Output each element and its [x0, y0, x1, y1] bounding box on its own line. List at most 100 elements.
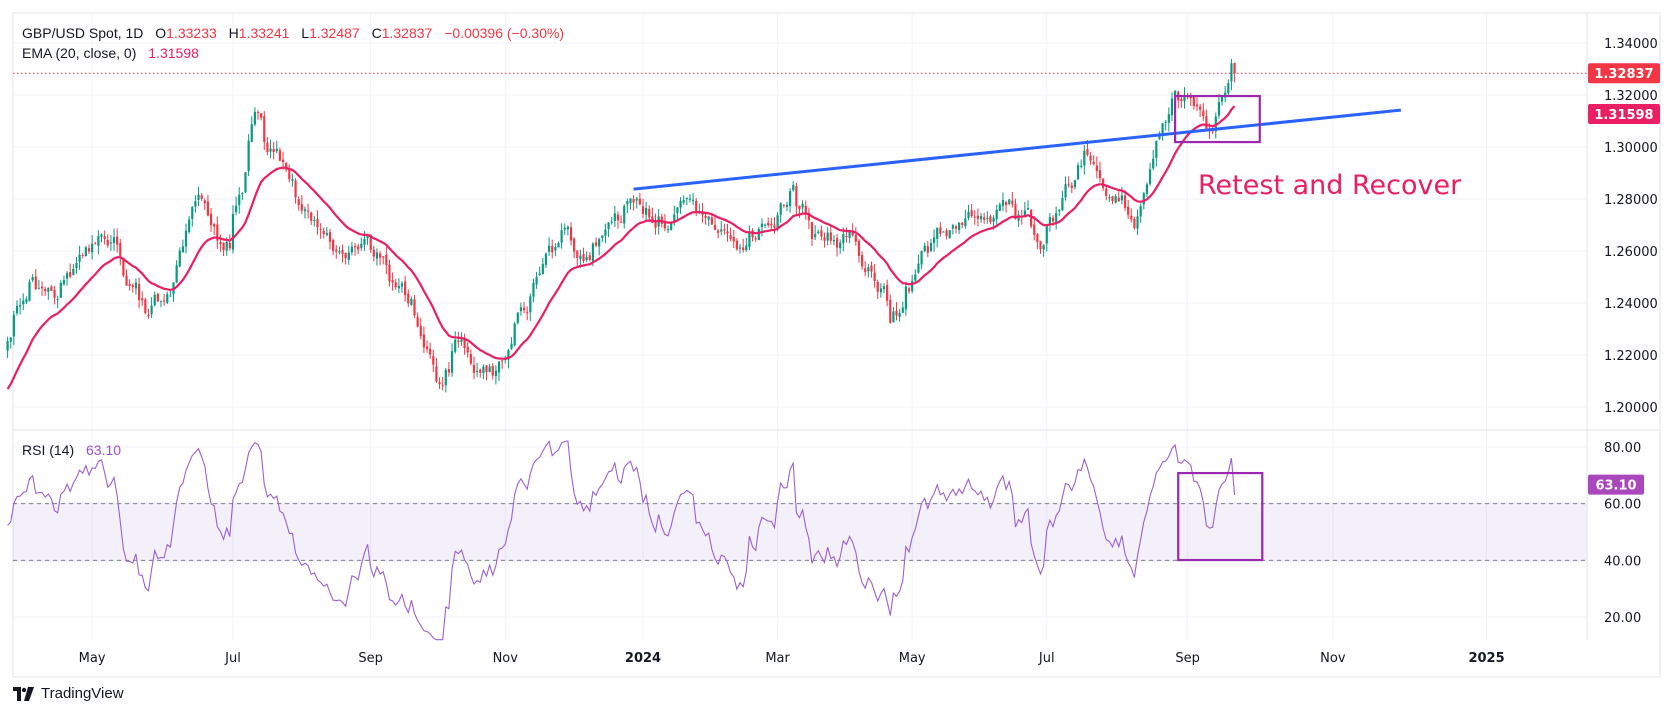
candle-body [137, 283, 141, 300]
candle-body [1233, 62, 1236, 74]
candle-body [814, 234, 817, 238]
candle-body [942, 231, 945, 233]
candle-body [767, 222, 770, 226]
candle-body [469, 354, 472, 364]
rsi-legend[interactable]: RSI (14) 63.10 [22, 442, 121, 458]
candle-body [159, 300, 163, 302]
candle-body [792, 184, 795, 191]
candle-body [65, 273, 69, 279]
candle-body [845, 235, 848, 237]
tradingview-logo[interactable]: TradingView [13, 685, 124, 702]
candle-body [870, 265, 873, 272]
candle-body [1220, 95, 1224, 102]
candle-body [163, 300, 166, 302]
candle-body [932, 237, 936, 243]
candle-body [773, 225, 776, 228]
candle-body [861, 255, 864, 267]
candle-body [976, 215, 980, 219]
candle-body [222, 242, 225, 251]
candle-body [131, 285, 134, 288]
candle-body [1227, 83, 1230, 94]
time-tick-label: Jul [224, 651, 241, 666]
candle-body [1055, 213, 1058, 223]
candle-body [898, 312, 901, 317]
time-tick-label: May [79, 651, 106, 666]
candle-body [228, 242, 231, 249]
candle-body [585, 256, 588, 260]
candle-body [751, 230, 754, 238]
rsi-badge: 63.10 [1588, 474, 1644, 495]
price-box[interactable] [1173, 94, 1261, 144]
candle-body [882, 286, 886, 290]
svg-text:63.10: 63.10 [1595, 479, 1636, 494]
rsi-levels [13, 503, 1587, 561]
time-tick-label: 2024 [625, 651, 661, 666]
candle-body [491, 365, 494, 376]
candle-body [582, 253, 585, 262]
candle-body [735, 240, 738, 250]
candle-body [795, 186, 798, 207]
candle-body [886, 284, 889, 301]
time-axis[interactable]: May Jul Sep Nov 2024 Mar May Jul Sep Nov 2025 [79, 651, 1505, 666]
candle-body [438, 382, 441, 384]
candle-body [1183, 95, 1186, 102]
candle-body [923, 245, 926, 252]
candle-body [59, 282, 62, 298]
price-axis[interactable]: 1.20000 1.22000 1.24000 1.26000 1.28000 1.300… [1604, 37, 1658, 416]
candle-body [1195, 104, 1199, 107]
price-tick-label: 1.30000 [1604, 141, 1658, 156]
candle-body [310, 212, 313, 221]
price-tick-label: 1.28000 [1604, 193, 1658, 208]
candle-body [936, 227, 939, 239]
candle-body [1108, 197, 1111, 199]
candle-body [485, 365, 488, 373]
candle-body [269, 148, 272, 152]
candle-body [1095, 165, 1098, 172]
candle-body [1026, 208, 1030, 210]
candle-body [188, 219, 191, 232]
rsi-axis[interactable]: 20.00 40.00 60.00 80.00 [1604, 441, 1641, 626]
rsi-tick-label: 60.00 [1604, 498, 1641, 513]
candle-body [494, 370, 497, 377]
candle-body [516, 312, 519, 323]
candle-body [84, 247, 87, 257]
candle-body [1189, 96, 1192, 99]
candle-body [623, 206, 626, 224]
candle-body [413, 299, 416, 316]
candle-body [763, 224, 767, 226]
candle-body [1111, 196, 1114, 202]
candle-body [810, 222, 814, 239]
candle-body [366, 235, 369, 239]
rsi-box[interactable] [1177, 471, 1264, 562]
candle-body [266, 142, 269, 153]
annotation-text[interactable]: Retest and Recover [1198, 170, 1462, 201]
candle-body [939, 227, 942, 234]
tradingview-logo-icon [13, 686, 34, 701]
candle-body [1073, 180, 1077, 188]
candle-body [519, 307, 523, 312]
candle-body [1167, 114, 1170, 123]
candle-body [626, 201, 629, 205]
open-value: 1.33233 [166, 25, 217, 41]
candle-body [209, 213, 213, 226]
candle-body [1061, 198, 1064, 211]
candle-body [826, 232, 829, 241]
chart-frame [12, 12, 1661, 678]
candle-body [372, 249, 375, 257]
candle-body [1042, 245, 1045, 250]
price-tick-label: 1.32000 [1604, 89, 1658, 104]
symbol-legend[interactable]: GBP/USD Spot, 1D O1.33233 H1.33241 L1.32… [22, 25, 564, 41]
candle-body [206, 201, 210, 216]
candle-body [194, 201, 197, 207]
ema-legend[interactable]: EMA (20, close, 0) 1.31598 [22, 45, 199, 61]
candle-body [100, 234, 103, 237]
candle-body [1170, 98, 1174, 116]
candle-body [648, 208, 651, 218]
candle-body [970, 210, 973, 217]
time-tick-label: Sep [358, 651, 383, 666]
candle-body [22, 300, 25, 305]
candle-body [344, 252, 347, 259]
candle-body [926, 246, 929, 253]
trendline[interactable] [633, 108, 1402, 191]
